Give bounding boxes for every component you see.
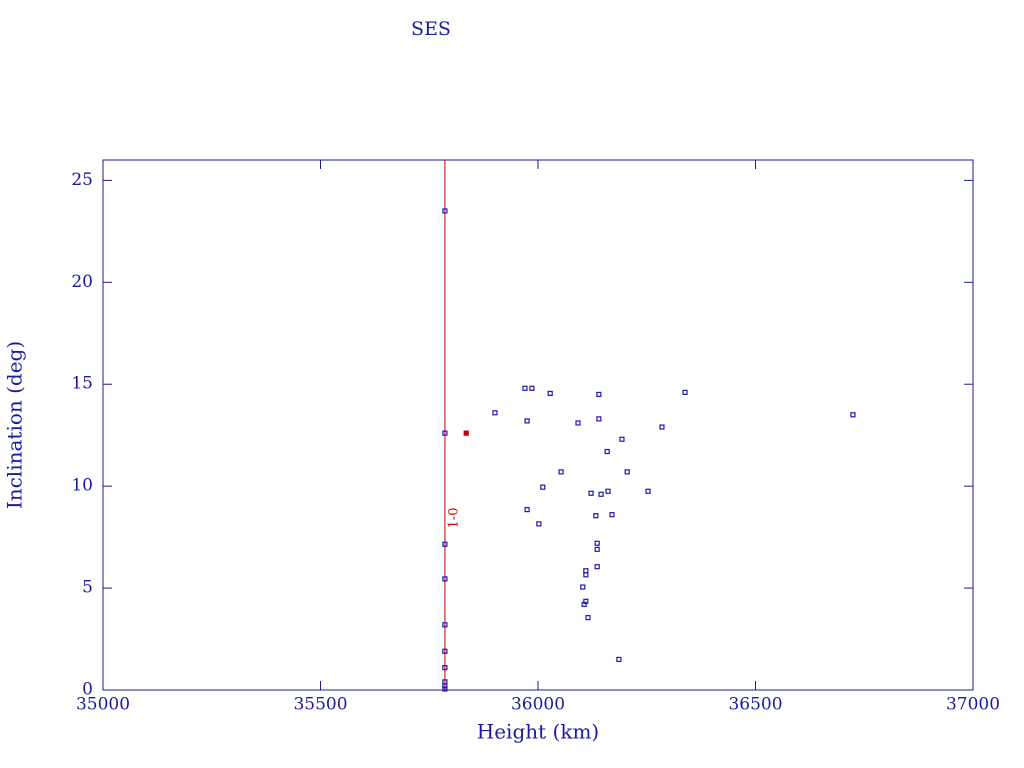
point [594,540,600,546]
point [442,541,448,547]
y-tick-label: 10 [71,476,93,496]
y-tick-label: 20 [71,272,93,292]
point [598,491,604,497]
point [442,664,448,671]
x-tick-label: 36500 [728,695,782,715]
point [442,208,448,214]
chart-title: SES [411,18,451,40]
point [581,601,587,607]
point [442,576,448,582]
point [442,683,448,689]
point [442,622,448,628]
reference-label: 1-0 [446,508,461,529]
point [616,656,622,663]
point [619,436,625,442]
point [682,389,688,395]
point [593,513,599,519]
x-tick-label: 35000 [76,695,130,715]
plot-frame [102,159,974,691]
point [585,615,591,621]
point [536,521,542,527]
point [596,391,602,398]
point [583,572,589,578]
x-tick-label: 36000 [511,695,565,715]
point [596,416,602,422]
point [594,564,600,570]
y-tick-label: 15 [71,374,93,394]
point [522,385,528,391]
y-tick-label: 25 [71,170,93,190]
point [609,512,615,518]
point [850,412,856,418]
point [529,385,535,391]
y-axis-label: Inclination (deg) [3,341,27,509]
point [442,686,448,692]
point [583,568,589,574]
point [580,584,586,590]
point [463,430,469,436]
point [575,420,581,426]
point [588,490,594,496]
point [605,488,611,494]
x-tick-label: 37000 [946,695,1000,715]
x-axis-label: Height (km) [477,720,599,744]
point [558,469,564,475]
point [624,469,630,475]
point [540,484,546,490]
point [594,546,600,552]
point [547,390,553,397]
point [442,430,448,436]
x-tick-label: 35500 [293,695,347,715]
y-tick-label: 5 [82,578,93,598]
point [659,424,665,430]
point [645,488,651,494]
point [492,410,498,416]
point [524,418,530,424]
y-tick-label: 0 [82,680,93,700]
point [604,448,610,455]
point [442,648,448,654]
point [524,506,530,513]
